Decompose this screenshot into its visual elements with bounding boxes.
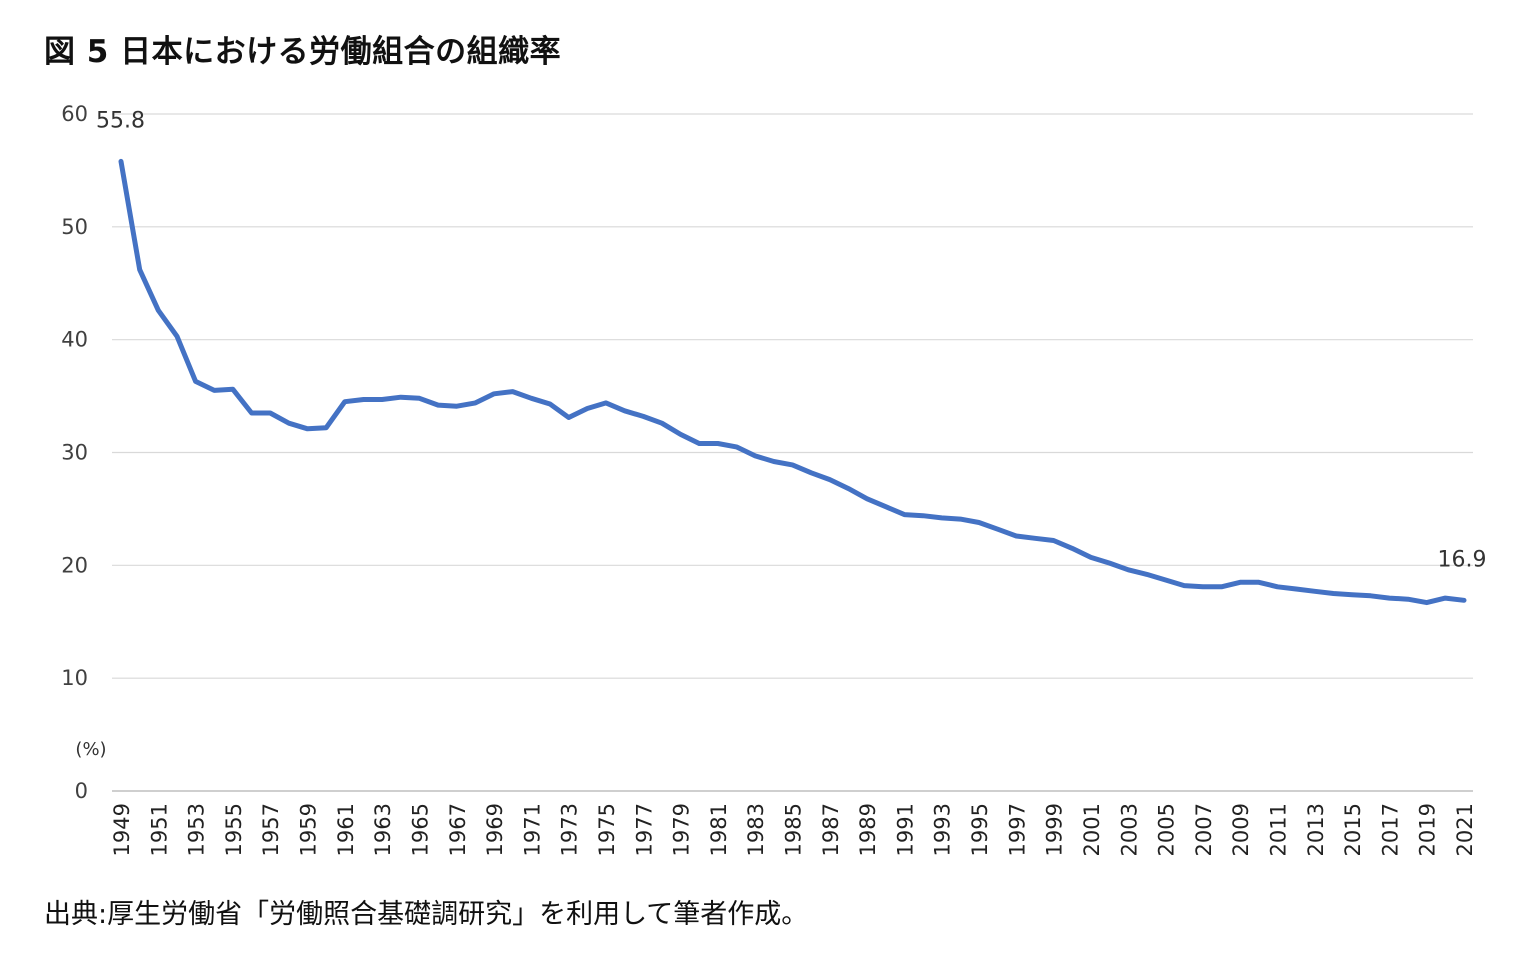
- x-tick-label: 2019: [1416, 803, 1440, 856]
- x-tick-label: 1979: [670, 803, 694, 856]
- y-tick-label: 10: [61, 666, 88, 690]
- x-tick-label: 1969: [483, 803, 507, 856]
- data-label: 55.8: [96, 108, 145, 133]
- x-tick-label: 1975: [595, 803, 619, 856]
- y-tick-label: 40: [61, 328, 88, 352]
- source-note: 出典:厚生労働省「労働照合基礎調研究」を利用して筆者作成。: [44, 899, 809, 930]
- x-tick-label: 1959: [297, 803, 321, 856]
- x-tick-label: 2021: [1453, 803, 1477, 856]
- x-tick-label: 1999: [1043, 803, 1067, 856]
- data-labels: 55.8 16.9: [96, 108, 1486, 572]
- x-tick-label: 1953: [185, 803, 209, 856]
- y-tick-label: 50: [61, 215, 88, 239]
- x-tick-label: 2013: [1304, 803, 1328, 856]
- series-line: [118, 158, 1467, 606]
- chart-title: 図 5 日本における労働組合の組織率: [44, 34, 562, 70]
- x-tick-label: 2007: [1192, 803, 1216, 856]
- y-tick-label: 0: [75, 779, 88, 803]
- gridlines: [112, 113, 1473, 792]
- x-tick-label: 1985: [782, 803, 806, 856]
- x-tick-label: 1951: [147, 803, 171, 856]
- x-tick-label: 1961: [334, 803, 358, 856]
- data-label: 16.9: [1438, 547, 1487, 572]
- x-tick-label: 1991: [893, 803, 917, 856]
- x-tick-label: 1987: [819, 803, 843, 856]
- x-tick-label: 1973: [558, 803, 582, 856]
- y-axis-ticks: 0 10 20 30 40 50 60: [61, 102, 88, 803]
- x-tick-label: 2017: [1378, 803, 1402, 856]
- x-tick-label: 1981: [707, 803, 731, 856]
- y-tick-label: 60: [61, 102, 88, 126]
- x-tick-label: 1977: [632, 803, 656, 856]
- x-tick-label: 1993: [931, 803, 955, 856]
- x-tick-label: 1989: [856, 803, 880, 856]
- x-tick-label: 1983: [744, 803, 768, 856]
- x-tick-label: 1965: [408, 803, 432, 856]
- x-tick-label: 2001: [1080, 803, 1104, 856]
- x-tick-label: 1955: [222, 803, 246, 856]
- x-tick-label: 2015: [1341, 803, 1365, 856]
- x-axis-ticks: 1949 1951 1953 1955 1957 1959 1961 1963 1965 1967…: [110, 803, 1477, 856]
- unit-label: (%): [75, 739, 106, 760]
- x-tick-label: 1971: [520, 803, 544, 856]
- x-tick-label: 1997: [1005, 803, 1029, 856]
- x-tick-label: 2005: [1155, 803, 1179, 856]
- x-tick-label: 1963: [371, 803, 395, 856]
- x-tick-label: 2003: [1117, 803, 1141, 856]
- x-tick-label: 1957: [259, 803, 283, 856]
- x-tick-label: 2011: [1266, 803, 1290, 856]
- x-tick-label: 1967: [446, 803, 470, 856]
- x-tick-label: 1995: [968, 803, 992, 856]
- y-tick-label: 20: [61, 553, 88, 577]
- y-tick-label: 30: [61, 441, 88, 465]
- series-group: [118, 158, 1467, 606]
- x-tick-label: 1949: [110, 803, 134, 856]
- x-tick-label: 2009: [1229, 803, 1253, 856]
